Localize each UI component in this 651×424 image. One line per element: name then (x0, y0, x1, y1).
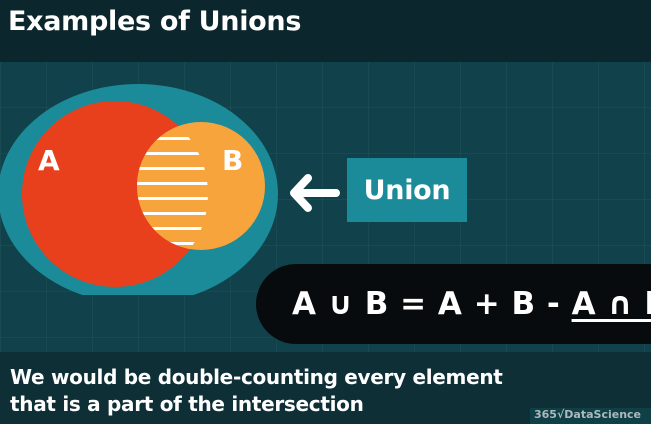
caption-line-1: We would be double-counting every elemen… (10, 365, 503, 389)
page-title: Examples of Unions (8, 6, 302, 37)
formula-lhs: A ∪ B = A + B - (292, 286, 572, 322)
venn-diagram: A B (0, 84, 278, 295)
formula-box: A ∪ B = A + B - A ∩ B (256, 264, 651, 344)
brand-watermark: 365√DataScience (530, 408, 651, 424)
union-label: Union (347, 158, 467, 222)
union-formula: A ∪ B = A + B - A ∩ B (292, 286, 651, 322)
set-b-label: B (222, 144, 243, 177)
formula-intersection: A ∩ B (571, 286, 651, 322)
caption-text: We would be double-counting every elemen… (10, 364, 503, 418)
caption-line-2: that is a part of the intersection (10, 392, 364, 416)
set-a-label: A (38, 144, 60, 177)
header-bar: Examples of Unions (0, 0, 651, 62)
left-arrow-icon (290, 174, 340, 212)
intersection-region (137, 122, 208, 250)
